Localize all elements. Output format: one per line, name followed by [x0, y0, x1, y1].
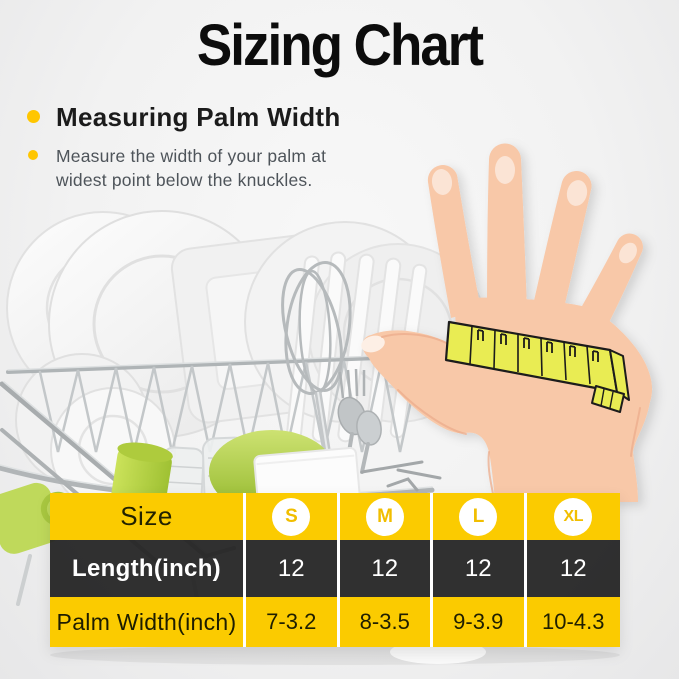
- white-container: [253, 446, 361, 509]
- palm-width-value-m: 8-3.5: [339, 597, 433, 647]
- size-table: Size S M L XL Length(inch) 12 12 12 12 P…: [50, 493, 620, 647]
- size-badge-l: L: [459, 497, 498, 536]
- length-value-m: 12: [339, 540, 433, 597]
- instruction-text: Measure the width of your palm at widest…: [56, 144, 326, 192]
- palm-width-row-label: Palm Width(inch): [50, 597, 246, 647]
- page-title: Sizing Chart: [196, 13, 484, 79]
- palm-width-value-l: 9-3.9: [433, 597, 527, 647]
- instruction-line-2: widest point below the knuckles.: [56, 170, 313, 190]
- cutlery: [337, 368, 382, 474]
- size-badge-s: S: [272, 497, 311, 536]
- palm-width-value-xl: 10-4.3: [526, 597, 620, 647]
- size-col-m: M: [339, 493, 433, 540]
- instruction-line-1: Measure the width of your palm at: [56, 146, 327, 166]
- hand-with-measuring-tape-illustration: [361, 143, 653, 502]
- size-badge-xl: XL: [554, 497, 593, 536]
- palm-width-value-s: 7-3.2: [246, 597, 340, 647]
- size-badge-m: M: [365, 497, 404, 536]
- length-value-l: 12: [433, 540, 527, 597]
- size-col-xl: XL: [526, 493, 620, 540]
- length-value-s: 12: [246, 540, 340, 597]
- size-col-l: L: [433, 493, 527, 540]
- bullet-icon: [28, 150, 38, 160]
- bullet-icon: [27, 110, 40, 123]
- measuring-tape: [444, 320, 630, 413]
- dish-rack-photo: [0, 210, 620, 665]
- length-row-label: Length(inch): [50, 540, 246, 597]
- size-header-cell: Size: [50, 493, 246, 540]
- length-value-xl: 12: [526, 540, 620, 597]
- size-col-s: S: [246, 493, 340, 540]
- section-heading: Measuring Palm Width: [56, 102, 341, 132]
